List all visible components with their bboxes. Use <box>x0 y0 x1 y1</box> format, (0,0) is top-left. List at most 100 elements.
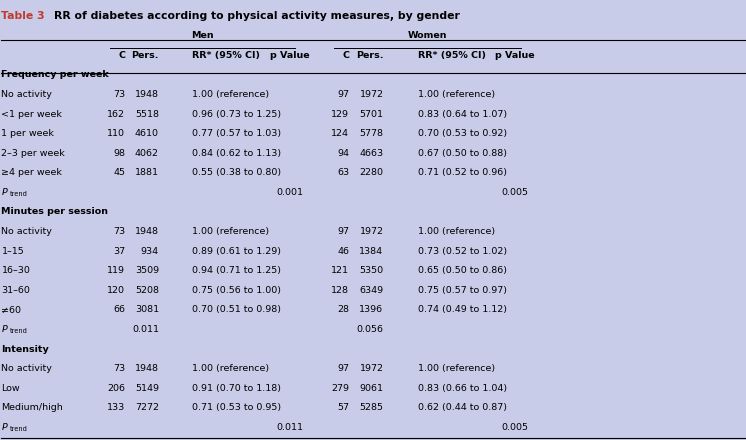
Text: Table 3: Table 3 <box>1 11 45 21</box>
Text: 31–60: 31–60 <box>1 286 31 295</box>
Text: 97: 97 <box>337 364 349 373</box>
Text: 1–15: 1–15 <box>1 246 24 256</box>
Text: 0.005: 0.005 <box>501 188 528 197</box>
Text: 0.96 (0.73 to 1.25): 0.96 (0.73 to 1.25) <box>192 110 281 118</box>
Text: 1881: 1881 <box>135 168 159 177</box>
Text: 0.75 (0.56 to 1.00): 0.75 (0.56 to 1.00) <box>192 286 281 295</box>
Text: 0.74 (0.49 to 1.12): 0.74 (0.49 to 1.12) <box>418 305 507 314</box>
Text: 1.00 (reference): 1.00 (reference) <box>192 227 269 236</box>
Text: 129: 129 <box>331 110 349 118</box>
Text: Intensity: Intensity <box>1 345 49 353</box>
Text: No activity: No activity <box>1 90 52 99</box>
Text: 0.75 (0.57 to 0.97): 0.75 (0.57 to 0.97) <box>418 286 507 295</box>
Text: 0.056: 0.056 <box>357 325 383 334</box>
Text: 0.67 (0.50 to 0.88): 0.67 (0.50 to 0.88) <box>418 149 507 158</box>
Text: trend: trend <box>10 328 28 334</box>
Text: 3509: 3509 <box>135 266 159 275</box>
Text: p Value: p Value <box>269 51 310 59</box>
Text: Men: Men <box>191 31 214 40</box>
Text: 0.70 (0.51 to 0.98): 0.70 (0.51 to 0.98) <box>192 305 281 314</box>
Text: 0.65 (0.50 to 0.86): 0.65 (0.50 to 0.86) <box>418 266 507 275</box>
Text: 120: 120 <box>107 286 125 295</box>
Text: 1.00 (reference): 1.00 (reference) <box>418 227 495 236</box>
Text: C: C <box>119 51 125 59</box>
Text: 5149: 5149 <box>135 384 159 392</box>
Text: 1.00 (reference): 1.00 (reference) <box>418 90 495 99</box>
Text: 4062: 4062 <box>135 149 159 158</box>
Text: 5350: 5350 <box>360 266 383 275</box>
Text: 63: 63 <box>337 168 349 177</box>
Text: 46: 46 <box>337 246 349 256</box>
Text: Frequency per week: Frequency per week <box>1 70 109 79</box>
Text: 0.001: 0.001 <box>276 188 303 197</box>
Text: Minutes per session: Minutes per session <box>1 207 108 216</box>
Text: ≠60: ≠60 <box>1 305 22 314</box>
Text: 0.94 (0.71 to 1.25): 0.94 (0.71 to 1.25) <box>192 266 281 275</box>
Text: 45: 45 <box>113 168 125 177</box>
Text: 3081: 3081 <box>135 305 159 314</box>
Text: 57: 57 <box>337 403 349 412</box>
Text: 37: 37 <box>113 246 125 256</box>
Text: 0.011: 0.011 <box>276 423 303 432</box>
Text: p Value: p Value <box>495 51 535 59</box>
Text: 934: 934 <box>141 246 159 256</box>
Text: 124: 124 <box>331 129 349 138</box>
Text: 9061: 9061 <box>360 384 383 392</box>
Text: 279: 279 <box>331 384 349 392</box>
Text: 1396: 1396 <box>360 305 383 314</box>
Text: 6349: 6349 <box>360 286 383 295</box>
Text: 5208: 5208 <box>135 286 159 295</box>
Text: 206: 206 <box>107 384 125 392</box>
Text: 1972: 1972 <box>360 364 383 373</box>
Text: RR* (95% CI): RR* (95% CI) <box>418 51 486 59</box>
Text: 97: 97 <box>337 90 349 99</box>
Text: 1948: 1948 <box>135 90 159 99</box>
Text: 0.011: 0.011 <box>132 325 159 334</box>
Text: 0.73 (0.52 to 1.02): 0.73 (0.52 to 1.02) <box>418 246 507 256</box>
Text: 1948: 1948 <box>135 227 159 236</box>
Text: 5285: 5285 <box>360 403 383 412</box>
Text: 4663: 4663 <box>360 149 383 158</box>
Text: 0.005: 0.005 <box>501 423 528 432</box>
Text: RR* (95% CI): RR* (95% CI) <box>192 51 260 59</box>
Text: <1 per week: <1 per week <box>1 110 63 118</box>
Text: 66: 66 <box>113 305 125 314</box>
Text: ≥4 per week: ≥4 per week <box>1 168 63 177</box>
Text: Women: Women <box>408 31 447 40</box>
Text: 1.00 (reference): 1.00 (reference) <box>192 364 269 373</box>
Text: No activity: No activity <box>1 364 52 373</box>
Text: 94: 94 <box>337 149 349 158</box>
Text: 73: 73 <box>113 364 125 373</box>
Text: 16–30: 16–30 <box>1 266 31 275</box>
Text: 0.55 (0.38 to 0.80): 0.55 (0.38 to 0.80) <box>192 168 281 177</box>
Text: 0.62 (0.44 to 0.87): 0.62 (0.44 to 0.87) <box>418 403 507 412</box>
Text: 0.71 (0.52 to 0.96): 0.71 (0.52 to 0.96) <box>418 168 507 177</box>
Text: 1 per week: 1 per week <box>1 129 54 138</box>
Text: 5778: 5778 <box>360 129 383 138</box>
Text: Pers.: Pers. <box>131 51 159 59</box>
Text: 97: 97 <box>337 227 349 236</box>
Text: 119: 119 <box>107 266 125 275</box>
Text: C: C <box>342 51 349 59</box>
Text: 2–3 per week: 2–3 per week <box>1 149 65 158</box>
Text: 73: 73 <box>113 90 125 99</box>
Text: 73: 73 <box>113 227 125 236</box>
Text: 0.70 (0.53 to 0.92): 0.70 (0.53 to 0.92) <box>418 129 507 138</box>
Text: trend: trend <box>10 191 28 197</box>
Text: 0.84 (0.62 to 1.13): 0.84 (0.62 to 1.13) <box>192 149 281 158</box>
Text: 1.00 (reference): 1.00 (reference) <box>418 364 495 373</box>
Text: 0.89 (0.61 to 1.29): 0.89 (0.61 to 1.29) <box>192 246 281 256</box>
Text: 0.83 (0.64 to 1.07): 0.83 (0.64 to 1.07) <box>418 110 507 118</box>
Text: RR of diabetes according to physical activity measures, by gender: RR of diabetes according to physical act… <box>54 11 460 21</box>
Text: 4610: 4610 <box>135 129 159 138</box>
Text: 7272: 7272 <box>135 403 159 412</box>
Text: 0.71 (0.53 to 0.95): 0.71 (0.53 to 0.95) <box>192 403 281 412</box>
Text: 0.77 (0.57 to 1.03): 0.77 (0.57 to 1.03) <box>192 129 281 138</box>
Text: 162: 162 <box>107 110 125 118</box>
Text: 121: 121 <box>331 266 349 275</box>
Text: 1972: 1972 <box>360 90 383 99</box>
Text: P: P <box>1 188 7 197</box>
Text: 133: 133 <box>107 403 125 412</box>
Text: 5701: 5701 <box>360 110 383 118</box>
Text: 0.91 (0.70 to 1.18): 0.91 (0.70 to 1.18) <box>192 384 281 392</box>
